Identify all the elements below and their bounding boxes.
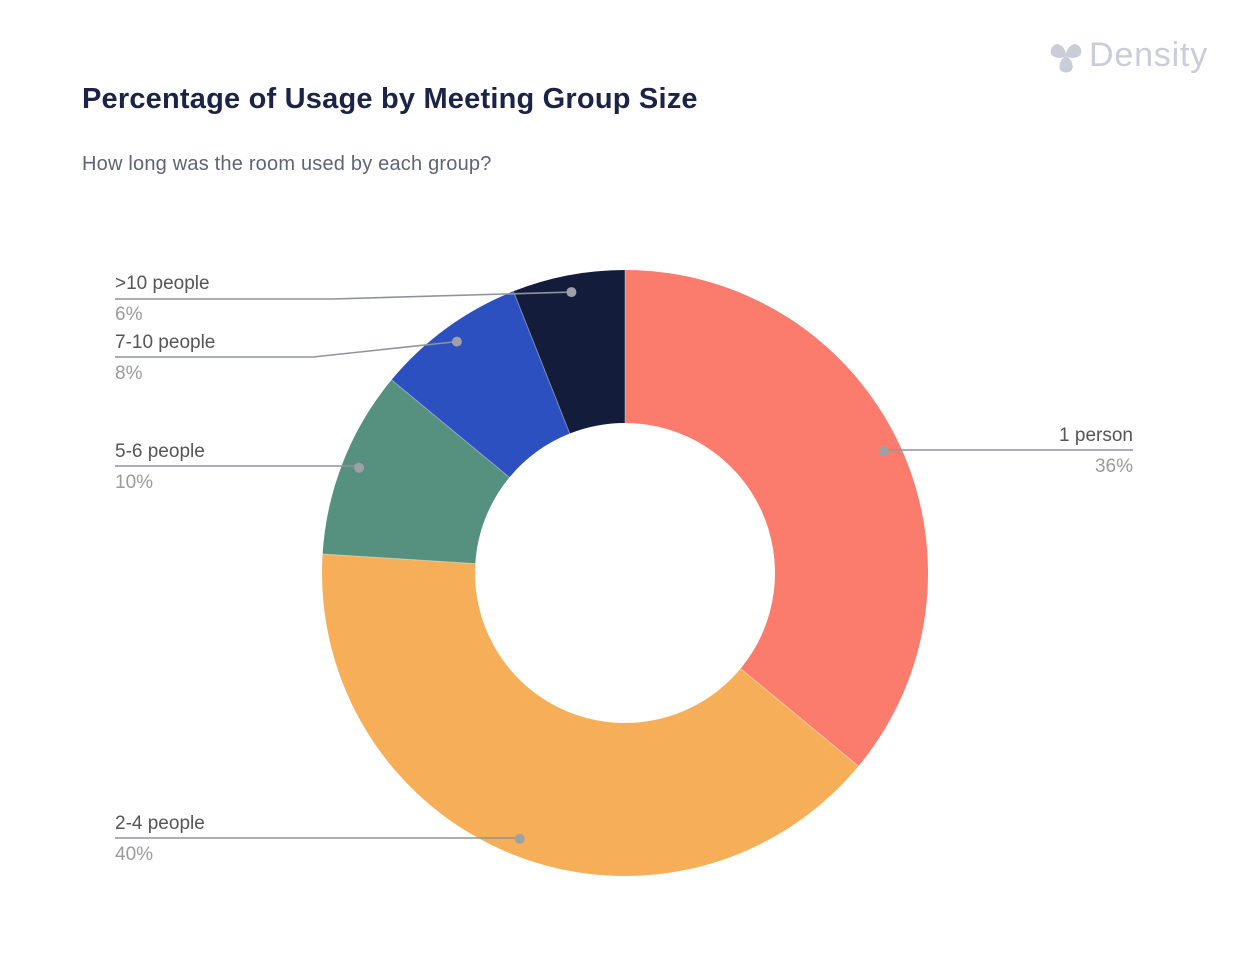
slice-value-7-10-people: 8% — [115, 363, 143, 384]
donut-slice-7-10-people — [391, 291, 570, 478]
page-subtitle: How long was the room used by each group… — [82, 153, 492, 175]
slice-separator — [512, 291, 571, 434]
slice-label-2-4-people: 2-4 people — [115, 813, 205, 834]
slice-label-gt-10-people: >10 people — [115, 273, 210, 294]
leader-line-10-people — [115, 291, 572, 300]
density-logo-text: Density — [1089, 36, 1208, 74]
donut-slice-1-person — [625, 270, 928, 767]
slice-value-gt-10-people: 6% — [115, 304, 143, 325]
leader-line-7-10-people — [115, 340, 457, 358]
slice-label-7-10-people: 7-10 people — [115, 332, 216, 353]
leader-line-1-person — [882, 449, 1133, 452]
leader-dot-1-person — [878, 446, 889, 457]
slice-separator — [322, 553, 476, 565]
leader-dot-5-6-people — [354, 462, 365, 473]
leader-dot-7-10-people — [451, 336, 462, 347]
density-logo-icon — [1050, 43, 1082, 73]
slice-separator — [740, 668, 859, 767]
page-title: Percentage of Usage by Meeting Group Siz… — [82, 83, 698, 115]
slice-label-5-6-people: 5-6 people — [115, 441, 205, 462]
density-logo: Density — [1049, 36, 1208, 75]
slice-separator — [391, 379, 510, 478]
slice-label-1-person: 1 person — [1059, 425, 1133, 446]
leader-line-2-4-people — [115, 837, 521, 839]
donut-slice-10-people — [513, 270, 625, 434]
slice-value-1-person: 36% — [1094, 456, 1133, 477]
slice-value-5-6-people: 10% — [115, 472, 154, 493]
donut-slice-2-4-people — [321, 553, 859, 877]
leader-dot-10-people — [566, 287, 577, 298]
slice-value-2-4-people: 40% — [115, 844, 154, 865]
leader-dot-2-4-people — [514, 833, 525, 844]
donut-slice-5-6-people — [322, 379, 510, 564]
leader-line-5-6-people — [115, 465, 360, 468]
